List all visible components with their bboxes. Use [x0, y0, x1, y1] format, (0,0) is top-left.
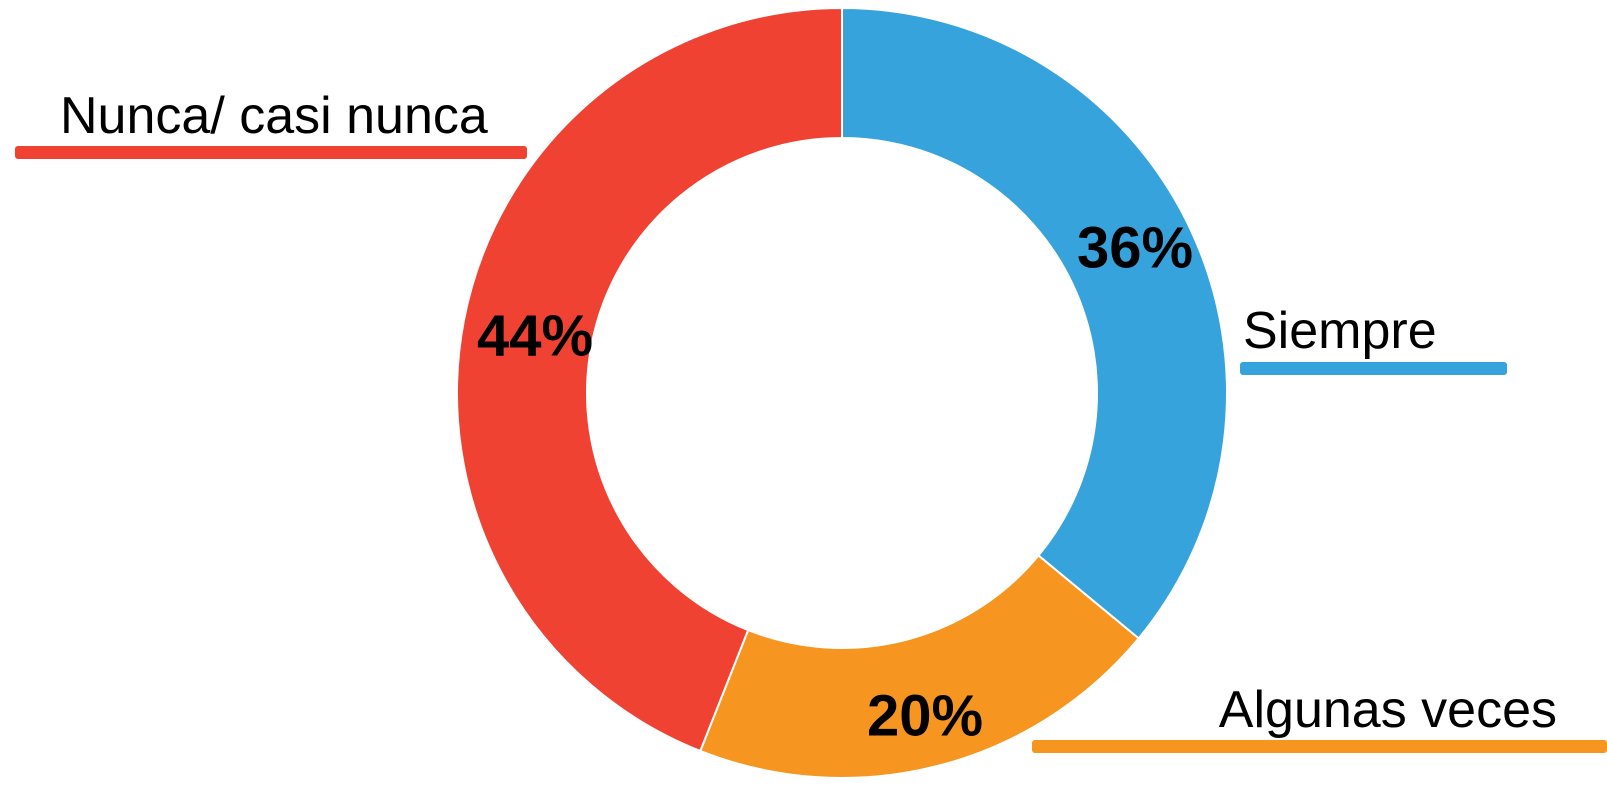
label-underline: [1032, 740, 1607, 753]
category-label: Algunas veces: [1219, 681, 1557, 739]
value-label: 20%: [867, 683, 983, 748]
label-underline: [15, 146, 527, 159]
value-label: 36%: [1077, 215, 1193, 280]
category-label: Siempre: [1243, 302, 1437, 360]
donut-slice: [698, 554, 1141, 780]
label-underline: [1240, 362, 1507, 375]
donut-slice: [456, 6, 843, 753]
donut-slice: [841, 6, 1228, 640]
category-label: Nunca/ casi nunca: [60, 87, 488, 145]
value-label: 44%: [477, 303, 593, 368]
